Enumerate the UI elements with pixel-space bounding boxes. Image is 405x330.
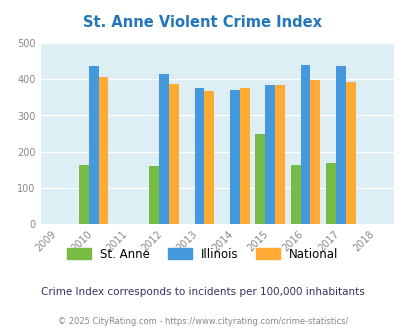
Bar [335, 66, 345, 224]
Bar [275, 85, 284, 224]
Bar [345, 82, 355, 224]
Bar [325, 163, 335, 224]
Text: St. Anne Violent Crime Index: St. Anne Violent Crime Index [83, 15, 322, 30]
Legend: St. Anne, Illinois, National: St. Anne, Illinois, National [67, 248, 338, 261]
Bar [300, 65, 310, 224]
Bar [159, 74, 169, 224]
Bar [169, 83, 179, 224]
Bar [264, 84, 275, 224]
Bar [255, 134, 264, 224]
Text: Crime Index corresponds to incidents per 100,000 inhabitants: Crime Index corresponds to incidents per… [41, 287, 364, 297]
Bar [149, 166, 159, 224]
Bar [98, 77, 108, 224]
Bar [229, 90, 239, 224]
Bar [290, 164, 300, 224]
Bar [204, 91, 214, 224]
Bar [194, 88, 204, 224]
Bar [310, 80, 320, 224]
Bar [79, 165, 88, 224]
Text: © 2025 CityRating.com - https://www.cityrating.com/crime-statistics/: © 2025 CityRating.com - https://www.city… [58, 317, 347, 326]
Bar [239, 88, 249, 224]
Bar [88, 67, 98, 224]
